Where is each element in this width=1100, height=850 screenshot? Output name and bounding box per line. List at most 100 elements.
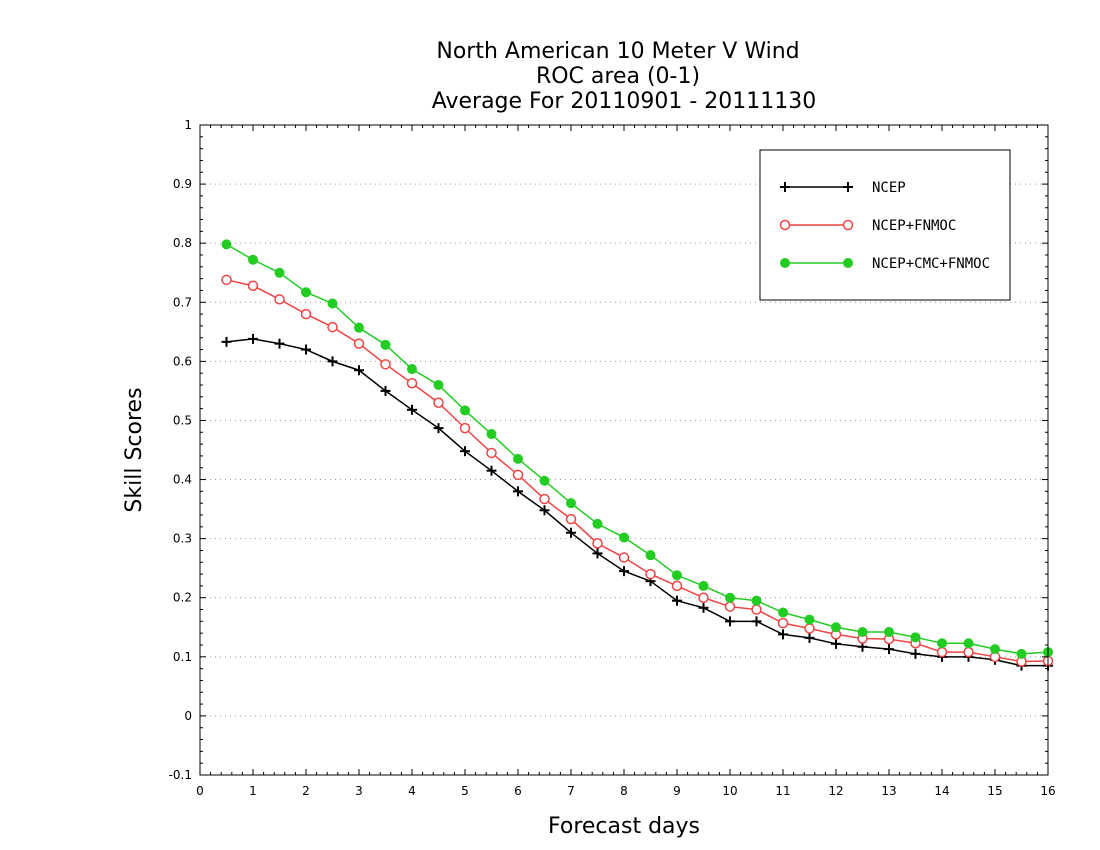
y-tick-label: 0.7 <box>173 295 192 309</box>
data-point <box>300 308 312 320</box>
data-point <box>406 377 418 389</box>
data-point <box>831 638 841 649</box>
legend-box <box>759 149 1011 301</box>
y-tick-label: 0.4 <box>173 473 192 487</box>
data-point <box>407 364 417 375</box>
data-point <box>247 280 259 291</box>
x-axis-tick-labels: 0 1 2 3 4 5 6 7 8 9 10 11 12 13 14 15 16 <box>196 784 1055 798</box>
data-point <box>301 344 311 355</box>
legend-label: NCEP <box>872 180 906 196</box>
data-point <box>274 294 285 305</box>
data-point <box>327 356 338 367</box>
data-point <box>831 622 841 633</box>
data-point <box>804 614 815 625</box>
chart-title-line-2: ROC area (0-1) <box>536 64 700 89</box>
data-point <box>592 548 603 559</box>
legend-marker-start <box>779 219 791 231</box>
data-point <box>353 338 365 349</box>
data-point <box>698 602 709 613</box>
data-point <box>618 552 630 563</box>
y-tick-label: 0.1 <box>173 650 192 664</box>
data-point <box>486 465 497 476</box>
y-tick-label: 0.9 <box>173 177 192 191</box>
y-tick-label: 0.2 <box>173 591 192 605</box>
data-point <box>327 298 338 309</box>
data-point <box>354 365 364 376</box>
data-point <box>433 397 444 408</box>
y-tick-label: 0.5 <box>173 413 192 427</box>
x-tick-label: 2 <box>302 784 310 798</box>
x-tick-label: 16 <box>1040 784 1055 798</box>
series-line <box>226 338 1048 667</box>
y-tick-label: 0.3 <box>173 532 192 546</box>
data-point <box>698 580 709 591</box>
data-point <box>539 493 550 505</box>
data-point <box>672 570 682 581</box>
data-point <box>910 648 921 659</box>
data-point <box>566 527 576 538</box>
series-2 <box>221 239 1053 659</box>
data-point <box>1016 648 1027 659</box>
x-tick-label: 15 <box>987 784 1002 798</box>
data-point <box>804 623 815 634</box>
data-point <box>221 336 232 347</box>
data-point <box>513 453 523 464</box>
x-tick-label: 4 <box>408 784 416 798</box>
data-point <box>380 359 391 370</box>
y-tick-label: 0.6 <box>173 354 192 368</box>
data-point <box>274 267 285 278</box>
data-point <box>354 322 364 333</box>
x-tick-label: 0 <box>196 784 204 798</box>
y-tick-label: 0 <box>184 709 192 723</box>
data-point <box>221 239 232 250</box>
data-point <box>751 595 762 606</box>
chart-title-group: North American 10 Meter V Wind ROC area … <box>432 39 817 114</box>
data-point <box>619 566 629 577</box>
data-point <box>645 568 656 580</box>
data-point <box>327 321 338 333</box>
data-point <box>778 607 788 618</box>
data-point <box>513 486 523 497</box>
x-tick-label: 9 <box>673 784 681 798</box>
data-point <box>672 595 682 606</box>
data-point <box>963 646 974 658</box>
data-point <box>751 616 762 627</box>
axis-ticks <box>199 124 1049 776</box>
data-point <box>248 254 258 265</box>
x-tick-label: 1 <box>249 784 257 798</box>
data-point <box>619 532 629 543</box>
chart-title-line-3: Average For 20110901 - 20111130 <box>432 89 817 114</box>
data-point <box>990 644 1000 655</box>
series-1 <box>221 274 1054 667</box>
data-point <box>565 513 577 525</box>
data-point <box>725 592 735 603</box>
data-point <box>512 469 524 481</box>
data-point <box>380 339 391 350</box>
data-point <box>539 505 550 516</box>
data-point <box>857 627 868 637</box>
data-point <box>274 338 285 349</box>
legend-label: NCEP+FNMOC <box>872 218 956 234</box>
data-point <box>433 423 444 434</box>
legend-marker-end <box>843 258 853 268</box>
legend-marker-end <box>843 182 853 192</box>
data-point <box>433 380 444 390</box>
legend-marker-start <box>780 258 790 268</box>
y-tick-label: 0.8 <box>173 236 192 250</box>
x-tick-label: 14 <box>934 784 949 798</box>
data-point <box>671 580 683 592</box>
data-point <box>301 287 311 298</box>
x-tick-label: 3 <box>355 784 363 798</box>
y-axis-tick-labels: -0.1 0 0.1 0.2 0.3 0.4 0.5 0.6 0.7 0.8 0.9 1 <box>169 118 192 782</box>
data-point <box>460 446 470 457</box>
data-point <box>486 429 497 440</box>
x-tick-label: 13 <box>881 784 896 798</box>
data-point <box>380 385 391 396</box>
data-point <box>910 632 921 643</box>
x-tick-label: 6 <box>514 784 522 798</box>
y-tick-label: -0.1 <box>169 768 192 782</box>
data-point <box>592 518 603 529</box>
x-axis-label: Forecast days <box>548 814 700 839</box>
data-point <box>884 644 894 655</box>
data-point <box>937 638 947 649</box>
